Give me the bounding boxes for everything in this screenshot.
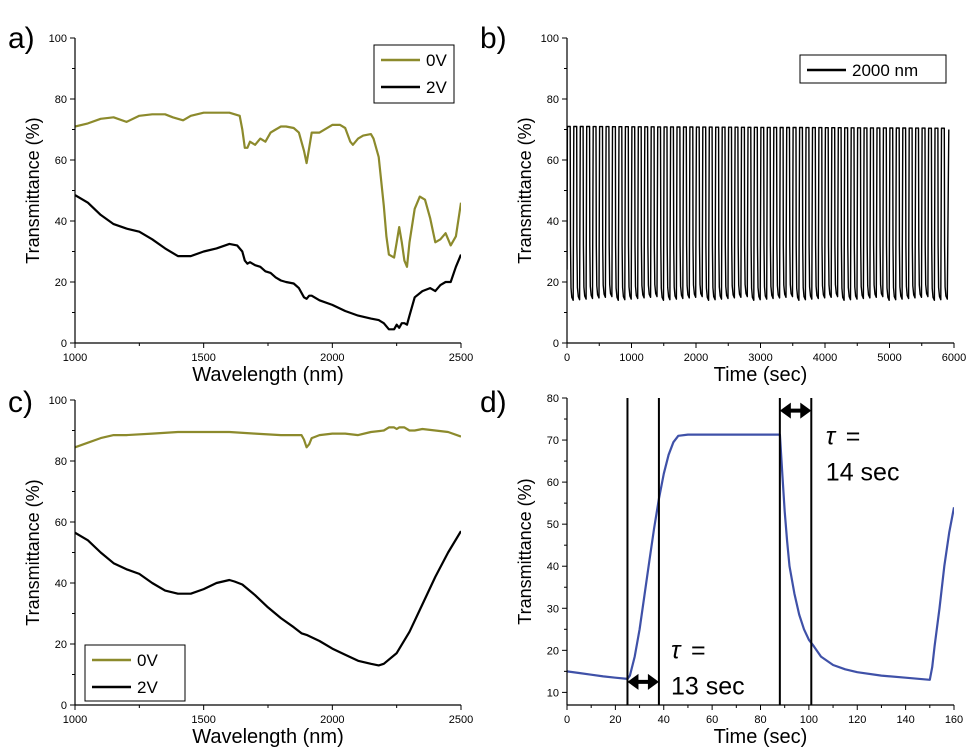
tau-value: 14 sec — [826, 458, 900, 486]
panel-label: a) — [8, 22, 35, 55]
plot-area — [567, 398, 954, 705]
x-axis-label: Time (sec) — [714, 364, 808, 386]
x-tick-label: 1000 — [63, 714, 87, 726]
legend-label: 2000 nm — [852, 61, 918, 80]
y-tick-label: 80 — [547, 393, 559, 405]
series-line-0v — [75, 426, 461, 449]
y-tick-label: 60 — [55, 517, 67, 529]
legend-label: 2V — [137, 678, 158, 697]
arrow-head-left — [627, 673, 639, 690]
y-tick-label: 0 — [553, 338, 559, 350]
panel-d: d) τ = 13 sec τ = 14 sec 0 20 40 60 80 100 120 140 160 1… — [480, 386, 963, 748]
legend-label: 0V — [426, 51, 447, 70]
y-tick-label: 50 — [547, 519, 559, 531]
x-tick-label: 0 — [564, 352, 570, 364]
y-tick-label: 40 — [55, 216, 67, 228]
x-axis-label: Wavelength (nm) — [192, 364, 344, 386]
y-tick-label: 40 — [55, 578, 67, 590]
panel-a: a) 1000 1500 2000 2500 0 20 40 60 80 100 Wavelength… — [8, 22, 473, 386]
y-tick-label: 30 — [547, 603, 559, 615]
x-tick-label: 100 — [800, 714, 818, 726]
panel-label: c) — [8, 386, 33, 419]
x-tick-label: 1500 — [191, 714, 215, 726]
y-tick-label: 80 — [547, 94, 559, 106]
plot-area — [75, 426, 461, 667]
x-tick-label: 80 — [754, 714, 766, 726]
x-tick-label: 1500 — [191, 352, 215, 364]
tau-value: 13 sec — [671, 673, 745, 701]
y-tick-label: 20 — [547, 645, 559, 657]
y-tick-label: 20 — [55, 639, 67, 651]
arrow-head-right — [800, 402, 812, 419]
y-tick-label: 60 — [547, 477, 559, 489]
plot-area — [567, 125, 950, 301]
y-tick-label: 40 — [547, 216, 559, 228]
series-line-2v — [75, 194, 461, 331]
x-tick-label: 2500 — [449, 352, 473, 364]
legend-label: 2V — [426, 78, 447, 97]
y-axis-label: Transmittance (%) — [23, 479, 43, 625]
arrow-head-left — [779, 402, 791, 419]
plot-area — [75, 111, 461, 331]
x-tick-label: 2000 — [320, 352, 344, 364]
y-tick-label: 100 — [49, 395, 67, 407]
tau-symbol: τ — [671, 637, 682, 665]
y-tick-label: 40 — [547, 561, 559, 573]
x-tick-label: 5000 — [877, 352, 901, 364]
x-tick-label: 140 — [896, 714, 914, 726]
series-line-0v — [75, 111, 461, 268]
x-tick-label: 160 — [945, 714, 963, 726]
y-tick-label: 20 — [547, 277, 559, 289]
x-axis-label: Wavelength (nm) — [192, 726, 344, 748]
y-tick-label: 0 — [61, 338, 67, 350]
x-axis-label: Time (sec) — [714, 726, 808, 748]
y-tick-label: 100 — [49, 33, 67, 45]
y-tick-label: 10 — [547, 687, 559, 699]
x-tick-label: 6000 — [942, 352, 966, 364]
x-tick-label: 1000 — [619, 352, 643, 364]
y-axis-label: Transmittance (%) — [515, 117, 535, 263]
y-axis-label: Transmittance (%) — [515, 478, 535, 624]
panel-c: c) 1000 1500 2000 2500 0 20 40 60 80 100 Wavelength… — [8, 386, 473, 748]
series-line-0 — [567, 433, 954, 681]
series-line-2v — [75, 530, 461, 667]
x-tick-label: 2000 — [684, 352, 708, 364]
y-tick-label: 100 — [541, 33, 559, 45]
legend-box — [373, 44, 455, 104]
x-tick-label: 40 — [658, 714, 670, 726]
panel-b: b) 0 1000 2000 3000 4000 5000 6000 0 20 40 60 80 100 T… — [480, 22, 966, 386]
x-tick-label: 2500 — [449, 714, 473, 726]
x-tick-label: 120 — [848, 714, 866, 726]
y-tick-label: 80 — [55, 456, 67, 468]
x-tick-label: 60 — [706, 714, 718, 726]
x-tick-label: 4000 — [813, 352, 837, 364]
tau-symbol: τ — [826, 422, 837, 450]
y-axis-label: Transmittance (%) — [23, 117, 43, 263]
y-tick-label: 70 — [547, 435, 559, 447]
y-tick-label: 80 — [55, 94, 67, 106]
series-line-2000-nm — [567, 125, 950, 301]
y-tick-label: 60 — [547, 155, 559, 167]
legend-label: 0V — [137, 651, 158, 670]
panel-label: d) — [480, 386, 507, 419]
x-tick-label: 1000 — [63, 352, 87, 364]
panel-label: b) — [480, 22, 507, 55]
x-tick-label: 0 — [564, 714, 570, 726]
tau-equals: = — [691, 637, 706, 665]
y-tick-label: 20 — [55, 277, 67, 289]
arrow-head-right — [647, 673, 659, 690]
x-tick-label: 3000 — [748, 352, 772, 364]
x-tick-label: 20 — [609, 714, 621, 726]
x-tick-label: 2000 — [320, 714, 344, 726]
tau-equals: = — [846, 422, 861, 450]
legend-box — [84, 644, 186, 702]
legend: 2000 nm — [799, 54, 947, 84]
y-tick-label: 60 — [55, 155, 67, 167]
y-tick-label: 0 — [61, 700, 67, 712]
